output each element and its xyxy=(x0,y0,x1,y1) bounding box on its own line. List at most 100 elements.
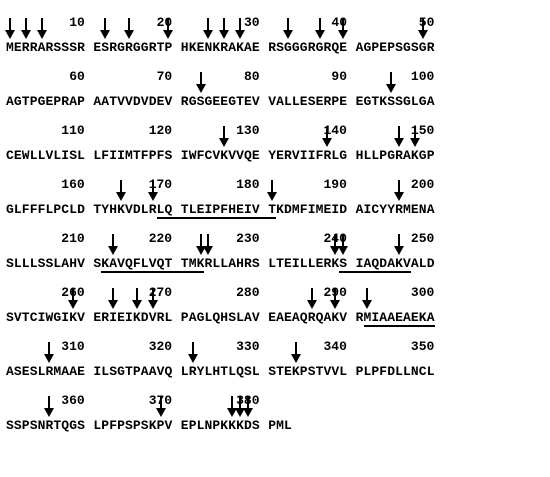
position-number-line: 210220230240250 xyxy=(0,231,550,247)
site-arrow-icon xyxy=(235,18,246,39)
sequence-block: AICYYRMENA xyxy=(355,202,435,217)
position-number: 210 xyxy=(61,231,85,246)
sequence-block: PLPFDLLNCL xyxy=(355,364,435,379)
site-arrow-icon xyxy=(394,126,405,147)
position-number-line: 310 320 330 340 350 xyxy=(0,339,550,355)
sequence-block: AGPEPSGSGR xyxy=(355,40,435,55)
site-arrow-icon xyxy=(44,342,55,363)
region-underline xyxy=(101,271,205,273)
position-number: 250 xyxy=(410,231,435,246)
region-underline xyxy=(363,325,435,327)
sequence-block: LRYLHTLQSL xyxy=(180,364,260,379)
position-number: 220 xyxy=(148,231,173,246)
sequence-block: CEWLLVLISL xyxy=(6,148,86,163)
position-number: 100 xyxy=(410,69,435,84)
position-number: 300 xyxy=(410,285,435,300)
site-arrow-icon xyxy=(147,288,158,309)
sequence-block: EGTKSSGLGA xyxy=(355,94,435,109)
site-arrow-icon xyxy=(362,288,373,309)
sequence-block: AGTPGEPRAP xyxy=(6,94,86,109)
sequence-block: IWFCVKVVQE xyxy=(180,148,260,163)
sequence-block: LFIIMTFPFS xyxy=(93,148,173,163)
site-arrow-icon xyxy=(267,180,278,201)
position-number: 60 xyxy=(69,69,85,84)
site-arrow-icon xyxy=(131,288,142,309)
site-arrow-icon xyxy=(116,180,127,201)
sequence-block: ESRGRGGRTP xyxy=(93,40,173,55)
position-number: 30 xyxy=(244,15,260,30)
site-arrow-icon xyxy=(227,396,238,417)
sequence-block: GLFFFLPCLD xyxy=(6,202,86,217)
position-number: 150 xyxy=(410,123,435,138)
site-arrow-icon xyxy=(242,396,253,417)
sequence-block: EAEAQRQAKV xyxy=(268,310,348,325)
site-arrow-icon xyxy=(394,234,405,255)
position-number: 110 xyxy=(61,123,85,138)
sequence-line: GLFFFLPCLD TYHKVDLRLQ TLEIPFHEIV TKDMFIMEID… xyxy=(0,202,550,218)
site-arrow-icon xyxy=(219,18,230,39)
site-arrow-icon xyxy=(338,18,349,39)
position-number: 10 xyxy=(69,15,85,30)
sequence-line: SSPSNRTQGS LPFPSPSKPV EPLNPKKKDS PML xyxy=(0,418,550,434)
site-arrow-icon xyxy=(290,342,301,363)
site-arrow-icon xyxy=(282,18,293,39)
sequence-block: PML xyxy=(268,418,292,433)
sequence-block: TMKRLLAHRS xyxy=(180,256,260,271)
position-number: 160 xyxy=(61,177,85,192)
sequence-block: LPFPSPSKPV xyxy=(93,418,173,433)
position-number-line: 60 70 80 90 100 xyxy=(0,69,550,85)
position-number: 340 xyxy=(323,339,347,354)
position-number: 310 xyxy=(61,339,85,354)
position-number: 120 xyxy=(148,123,173,138)
site-arrow-icon xyxy=(44,396,55,417)
sequence-block: YERVIIFRLG xyxy=(268,148,348,163)
sequence-block: SSPSNRTQGS xyxy=(6,418,86,433)
sequence-block: SVTCIWGIKV xyxy=(6,310,86,325)
position-number: 180 xyxy=(236,177,260,192)
site-arrow-icon xyxy=(123,18,134,39)
site-arrow-icon xyxy=(147,180,158,201)
site-arrow-icon xyxy=(163,18,174,39)
sequence-block: RSGGGRGRQE xyxy=(268,40,348,55)
position-number-line: 160 170 180 190 200 xyxy=(0,177,550,193)
sequence-line: SVTCIWGIKV ERIEIKDVRL PAGLQHSLAV EAEAQRQAKV… xyxy=(0,310,550,326)
sequence-block: HLLPGRAKGP xyxy=(355,148,435,163)
site-arrow-icon xyxy=(36,18,47,39)
sequence-block: HKENKRAKAE xyxy=(180,40,260,55)
sequence-block: LTEILLERKS xyxy=(268,256,348,271)
position-number: 360 xyxy=(61,393,85,408)
sequence-block: ERIEIKDVRL xyxy=(93,310,173,325)
position-number-line: 110 120 130 140 150 xyxy=(0,123,550,139)
sequence-block: SKAVQFLVQT xyxy=(93,256,173,271)
site-arrow-icon xyxy=(4,18,15,39)
sequence-block: RMIAAEAEKA xyxy=(355,310,435,325)
sequence-block: STEKPSTVVL xyxy=(268,364,348,379)
site-arrow-icon xyxy=(203,18,214,39)
position-number: 320 xyxy=(148,339,173,354)
position-number: 200 xyxy=(410,177,435,192)
site-arrow-icon xyxy=(314,18,325,39)
sequence-block: EPLNPKKKDS xyxy=(180,418,260,433)
position-number: 190 xyxy=(323,177,347,192)
position-number: 170 xyxy=(148,177,173,192)
sequence-line: SLLLSSLAHV SKAVQFLVQT TMKRLLAHRS LTEILLERKS… xyxy=(0,256,550,272)
position-number: 140 xyxy=(323,123,347,138)
site-arrow-icon xyxy=(417,18,428,39)
sequence-block: RGSGEEGTEV xyxy=(180,94,260,109)
site-arrow-icon xyxy=(386,72,397,93)
sequence-block: MERRARSSSR xyxy=(6,40,86,55)
position-number: 270 xyxy=(148,285,173,300)
site-arrow-icon xyxy=(338,234,349,255)
region-underline xyxy=(339,271,411,273)
site-arrow-icon xyxy=(330,234,341,255)
site-arrow-icon xyxy=(195,72,206,93)
site-arrow-icon xyxy=(20,18,31,39)
site-arrow-icon xyxy=(155,396,166,417)
site-arrow-icon xyxy=(409,126,420,147)
sequence-block: PAGLQHSLAV xyxy=(180,310,260,325)
site-arrow-icon xyxy=(68,288,79,309)
sequence-block: TLEIPFHEIV xyxy=(180,202,260,217)
sequence-block: IAQDAKVALD xyxy=(355,256,435,271)
sequence-line: CEWLLVLISL LFIIMTFPFS IWFCVKVVQE YERVIIFRLG… xyxy=(0,148,550,164)
sequence-line: MERRARSSSR ESRGRGGRTP HKENKRAKAE RSGGGRGRQE… xyxy=(0,40,550,56)
